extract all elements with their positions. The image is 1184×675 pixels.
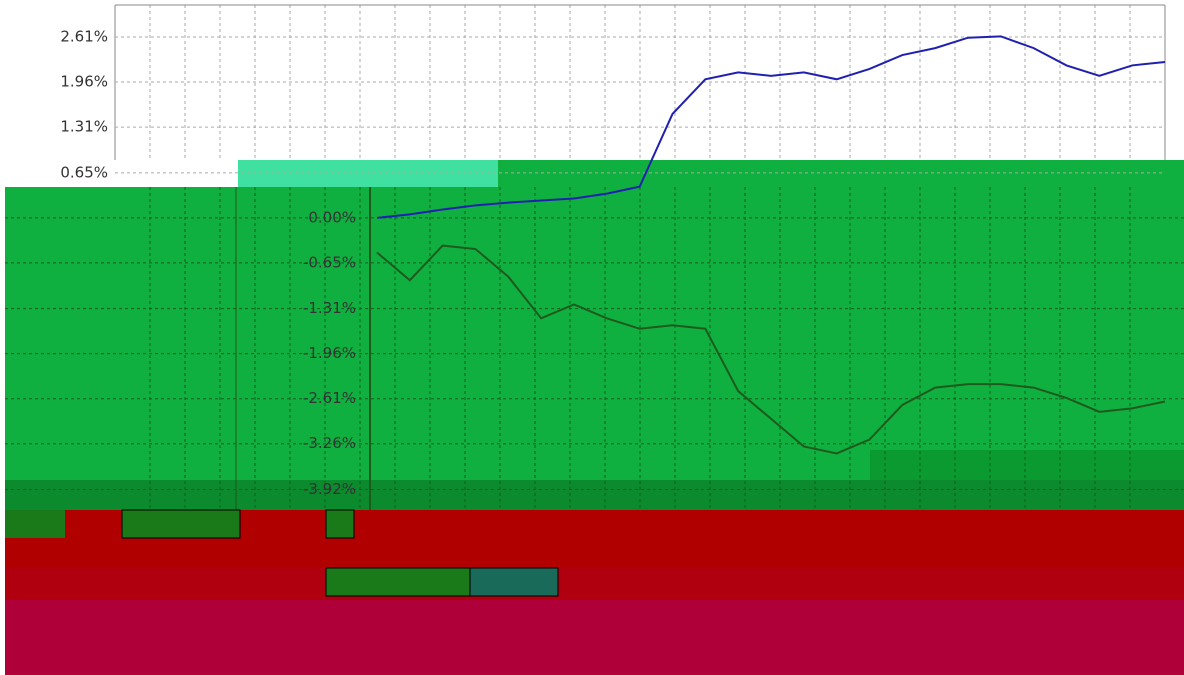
glitch-block	[470, 568, 558, 596]
y-tick-label: 1.31%	[60, 118, 108, 136]
red-band	[5, 568, 1184, 600]
glitch-block	[5, 510, 65, 538]
y-tick-label: 2.61%	[60, 28, 108, 46]
y-tick-label: 1.96%	[60, 73, 108, 91]
y-tick-label: -2.61%	[303, 389, 356, 407]
glitch-block	[326, 510, 354, 538]
y-tick-label: 0.00%	[308, 208, 356, 226]
y-tick-label: -1.31%	[303, 299, 356, 317]
glitch-block	[238, 160, 498, 187]
red-band	[5, 600, 1184, 675]
y-tick-label: -1.96%	[303, 344, 356, 362]
glitch-block	[870, 450, 1184, 480]
chart: 2.61% 1.96% 1.31% 0.65% 0.00% -0.65% -1.31% -1.…	[0, 0, 1184, 675]
y-tick-label: -3.92%	[303, 480, 356, 498]
y-tick-label: -0.65%	[303, 253, 356, 271]
glitch-block	[122, 510, 240, 538]
y-tick-label: 0.65%	[60, 163, 108, 181]
y-tick-label: -3.26%	[303, 434, 356, 452]
glitch-block	[5, 480, 1184, 510]
